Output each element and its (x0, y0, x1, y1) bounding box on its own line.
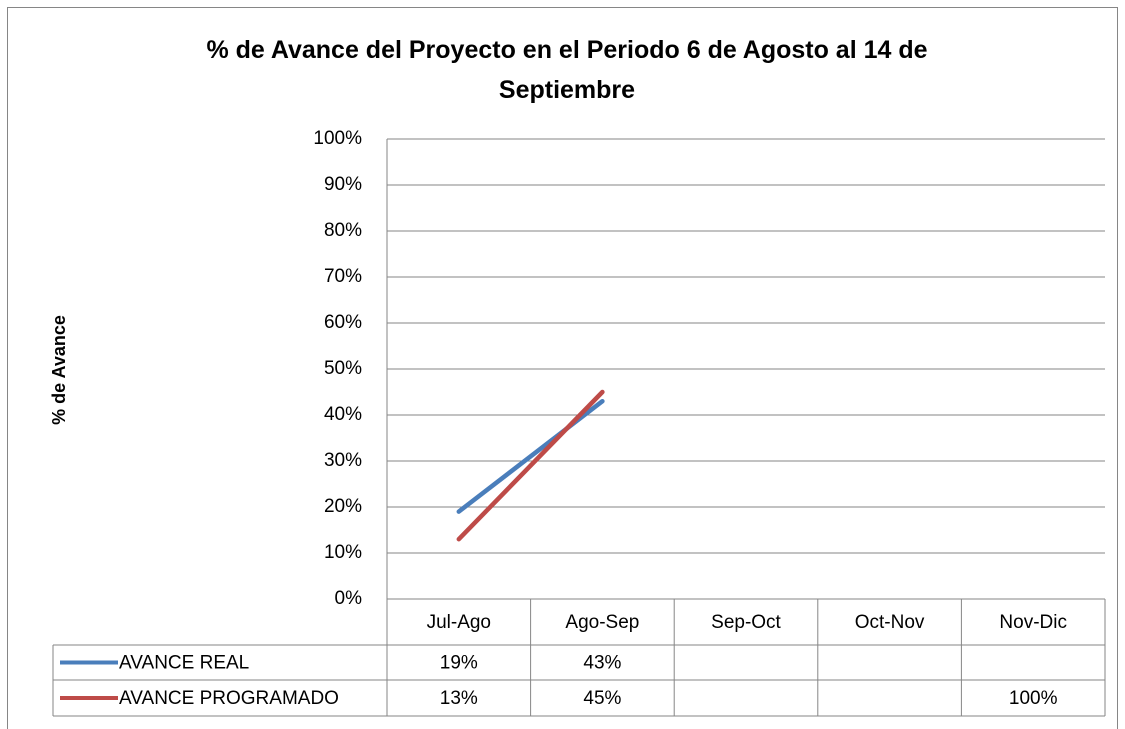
data-table-value: 45% (583, 688, 621, 709)
data-table-value: 13% (440, 688, 478, 709)
y-tick-label: 90% (324, 174, 362, 195)
x-tick-label: Sep-Oct (711, 612, 781, 633)
y-axis-label: % de Avance (49, 315, 69, 425)
y-tick-label: 0% (335, 588, 363, 609)
y-tick-label: 50% (324, 358, 362, 379)
series-line (456, 398, 605, 514)
x-tick-label: Oct-Nov (855, 612, 925, 633)
y-tick-label: 40% (324, 404, 362, 425)
y-tick-label: 10% (324, 542, 362, 563)
y-tick-label: 60% (324, 312, 362, 333)
y-tick-label: 100% (313, 128, 362, 149)
y-tick-label: 70% (324, 266, 362, 287)
series-line (459, 139, 1033, 539)
x-tick-label: Ago-Sep (565, 612, 639, 633)
y-tick-label: 80% (324, 220, 362, 241)
data-table-value: 19% (440, 653, 478, 674)
data-table-value: 100% (1009, 688, 1058, 709)
legend-label: AVANCE PROGRAMADO (119, 688, 339, 709)
x-tick-label: Jul-Ago (427, 612, 491, 633)
y-tick-label: 30% (324, 450, 362, 471)
legend-label: AVANCE REAL (119, 653, 249, 674)
chart-border (7, 7, 1118, 729)
x-tick-label: Nov-Dic (999, 612, 1067, 633)
data-table-value: 43% (583, 653, 621, 674)
chart-title: % de Avance del Proyecto en el Periodo 6… (206, 36, 928, 104)
y-tick-label: 20% (324, 496, 362, 517)
